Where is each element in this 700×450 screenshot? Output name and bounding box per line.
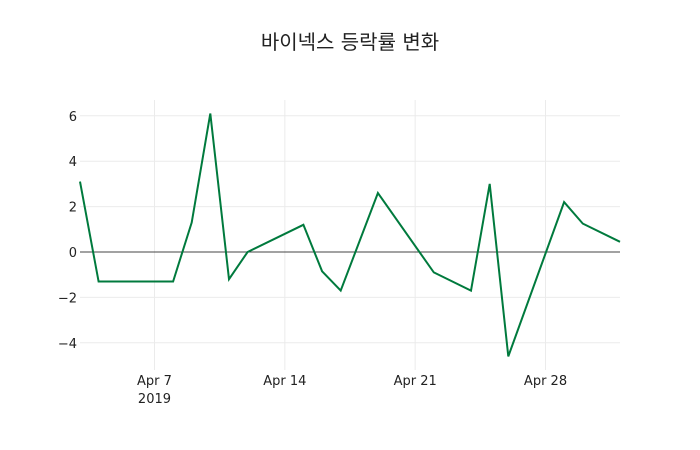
x-tick-label: Apr 21 [394,374,437,389]
y-tick-label: −2 [58,291,77,306]
y-axis-ticks: 6 4 2 0 −2 −4 [58,110,77,352]
chart-title: 바이넥스 등락률 변화 [261,30,439,54]
y-tick-label: 2 [69,201,77,216]
y-tick-label: 0 [69,246,77,261]
series-line [79,113,621,357]
y-tick-label: 6 [69,110,77,125]
y-tick-label: −4 [58,337,77,352]
y-tick-label: 4 [69,155,77,170]
x-tick-label: Apr 14 [263,374,306,389]
x-tick-year: 2019 [138,392,171,407]
x-tick-label: Apr 28 [524,374,567,389]
grid-lines [80,100,620,370]
x-tick-label: Apr 7 [137,374,172,389]
x-axis-ticks: Apr 7 2019 Apr 14 Apr 21 Apr 28 [137,374,567,407]
